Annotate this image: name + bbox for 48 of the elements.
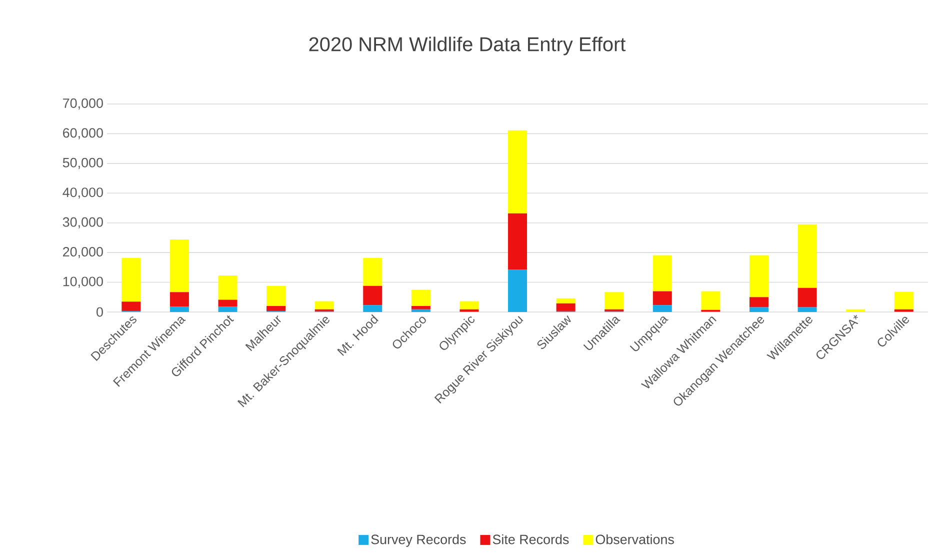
bar (411, 290, 430, 306)
legend-label: Observations (596, 534, 674, 544)
bar (266, 286, 286, 306)
bar (122, 258, 141, 302)
bar (749, 297, 768, 308)
bar (218, 300, 238, 307)
bar (363, 305, 382, 312)
bar (411, 306, 430, 310)
bar (556, 298, 576, 304)
bar (218, 306, 238, 312)
bar (798, 224, 817, 288)
bar (798, 307, 817, 312)
bar (508, 130, 528, 214)
chart-title: 2020 NRM Wildlife Data Entry Effort (309, 36, 626, 56)
bar (170, 292, 189, 307)
y-tick-label: 70,000 (63, 98, 103, 110)
bar (170, 239, 189, 292)
bar (363, 258, 382, 286)
bar (701, 291, 720, 310)
bar (411, 309, 430, 312)
bar (894, 292, 914, 310)
bar (266, 306, 286, 312)
y-tick-label: 50,000 (62, 158, 103, 169)
y-tick-label: 30,000 (62, 217, 103, 228)
bar (652, 291, 672, 306)
legend-label: Site Records (492, 534, 569, 544)
bar (556, 303, 576, 312)
y-tick-label: 60,000 (63, 128, 103, 140)
y-tick-label: 0 (96, 307, 103, 317)
bar (846, 309, 866, 312)
bar (460, 301, 479, 310)
bar (749, 255, 768, 298)
bar (363, 286, 382, 306)
y-tick-label: 40,000 (62, 188, 103, 199)
bar (314, 301, 334, 310)
bar (798, 288, 817, 308)
bar (122, 302, 141, 312)
y-tick-label: 10,000 (63, 276, 103, 288)
bar (508, 213, 528, 270)
y-tick-label: 20,000 (63, 247, 103, 258)
bar (170, 306, 189, 312)
bar (218, 275, 238, 300)
bar (652, 255, 672, 292)
bar (508, 270, 528, 312)
bar (604, 292, 624, 310)
legend-label: Survey Records (371, 534, 466, 547)
bar (652, 305, 672, 312)
bar (749, 307, 768, 312)
